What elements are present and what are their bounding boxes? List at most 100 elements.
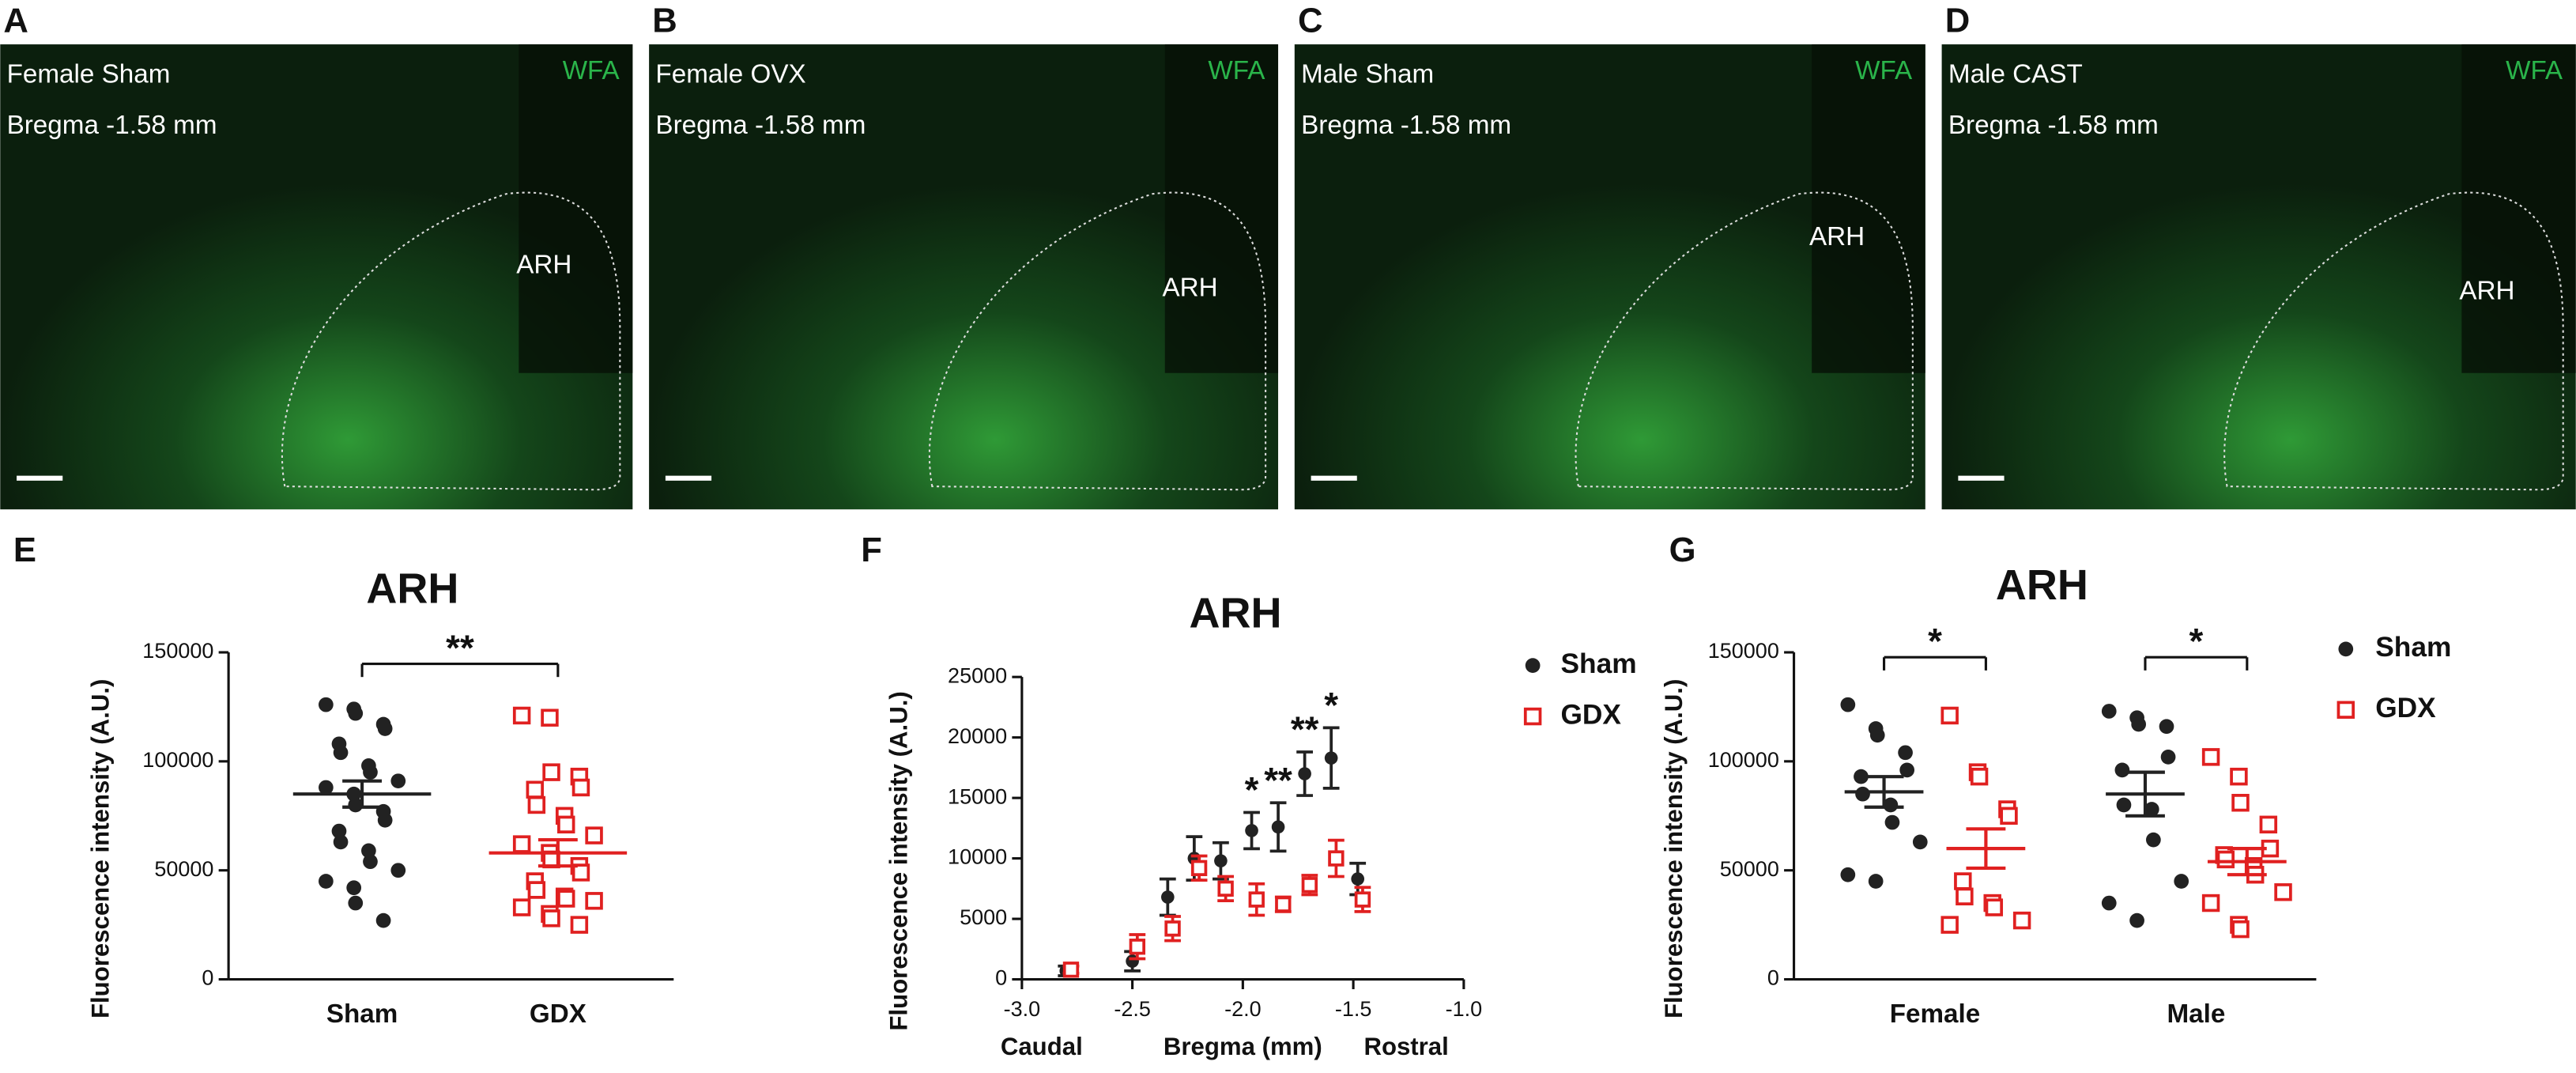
- region-outline: [928, 191, 1267, 491]
- data-point: [1899, 762, 1915, 778]
- data-point: [2231, 794, 2250, 812]
- legend-text: Sham: [2375, 632, 2451, 663]
- stain-label: WFA: [563, 56, 620, 85]
- data-point: [571, 863, 590, 882]
- ventricle: [519, 44, 633, 373]
- data-point: [1525, 658, 1541, 673]
- panel-letter: B: [652, 2, 677, 40]
- data-point: [1970, 767, 1989, 786]
- y-tick-label: 100000: [1708, 748, 1779, 772]
- data-point: [1954, 872, 1972, 890]
- data-point: [1940, 916, 1959, 934]
- data-point: [2101, 704, 2117, 719]
- data-point: [390, 863, 406, 878]
- data-point: [1298, 767, 1311, 780]
- y-tick-label: 20000: [948, 724, 1007, 748]
- chart-title: ARH: [366, 565, 458, 612]
- bregma-label: Bregma -1.58 mm: [1301, 111, 1511, 140]
- data-point: [1840, 697, 1856, 712]
- data-point: [1840, 867, 1856, 882]
- data-point: [375, 912, 391, 928]
- data-point: [2144, 802, 2159, 817]
- chart-title: ARH: [1189, 590, 1281, 637]
- y-tick-label: 50000: [154, 857, 213, 881]
- panel-title: Male CAST: [1948, 59, 2083, 89]
- data-point: [2131, 716, 2147, 732]
- panel-letter: F: [861, 531, 882, 569]
- x-axis-label: Bregma (mm): [1164, 1033, 1322, 1060]
- y-tick-label: 150000: [1708, 639, 1779, 663]
- data-point: [2259, 815, 2278, 834]
- data-point: [2116, 797, 2132, 813]
- data-point: [363, 765, 378, 780]
- y-tick-label: 0: [202, 966, 213, 990]
- data-point: [1190, 860, 1208, 877]
- data-point: [2146, 832, 2161, 848]
- data-point: [526, 780, 544, 799]
- x-tick-label: -1.0: [1446, 997, 1483, 1021]
- data-point: [585, 892, 603, 910]
- data-point: [319, 780, 334, 795]
- data-point: [333, 834, 349, 850]
- stain-label: WFA: [1208, 56, 1265, 85]
- x-tick-label: -2.5: [1114, 997, 1151, 1021]
- significance: **: [1264, 760, 1292, 800]
- data-point: [2201, 748, 2220, 766]
- data-point: [512, 835, 531, 853]
- y-tick-label: 0: [1767, 966, 1779, 990]
- data-point: [1868, 874, 1884, 889]
- data-point: [377, 721, 393, 736]
- data-point: [2216, 850, 2235, 869]
- data-point: [1855, 786, 1870, 802]
- data-point: [333, 745, 349, 761]
- data-point: [1354, 891, 1371, 908]
- y-tick-label: 25000: [948, 663, 1007, 687]
- data-point: [319, 874, 334, 889]
- data-point: [2012, 911, 2031, 930]
- data-point: [1129, 939, 1146, 955]
- data-point: [1164, 920, 1181, 937]
- data-point: [1301, 877, 1318, 894]
- x-axis-end-label: Caudal: [1001, 1033, 1083, 1060]
- panel-letter: G: [1669, 531, 1696, 569]
- data-point: [2274, 883, 2292, 901]
- data-point: [1062, 962, 1080, 978]
- data-point: [1523, 707, 1542, 726]
- y-axis-label: Fluorescence intensity (A.U.): [86, 679, 114, 1018]
- x-tick-label: Sham: [326, 999, 398, 1029]
- significance: *: [1245, 770, 1259, 810]
- data-point: [346, 880, 362, 896]
- data-point: [1275, 896, 1292, 912]
- x-tick-label: -2.0: [1224, 997, 1262, 1021]
- panel-title: Female OVX: [655, 59, 805, 89]
- panel-title: Female Sham: [7, 59, 171, 89]
- data-point: [1898, 745, 1913, 761]
- legend-text: Sham: [1560, 648, 1636, 679]
- data-point: [348, 705, 364, 721]
- data-point: [570, 916, 589, 934]
- data-point: [542, 763, 560, 781]
- y-tick-label: 5000: [960, 905, 1007, 929]
- significance: **: [446, 628, 474, 668]
- data-point: [1869, 727, 1885, 743]
- data-point: [1271, 820, 1285, 834]
- significance: *: [1928, 622, 1942, 662]
- data-point: [512, 898, 531, 916]
- region-label: ARH: [2459, 277, 2514, 306]
- legend-text: GDX: [1560, 699, 1621, 730]
- data-point: [557, 815, 575, 834]
- data-point: [1217, 880, 1234, 897]
- data-point: [2338, 641, 2354, 657]
- region-label: ARH: [516, 250, 571, 279]
- y-axis-label: Fluorescence intensity (A.U.): [1660, 679, 1688, 1018]
- data-point: [2174, 874, 2189, 889]
- y-tick-label: 100000: [142, 748, 213, 772]
- data-point: [541, 708, 559, 727]
- ventricle: [2461, 44, 2576, 373]
- y-tick-label: 50000: [1720, 857, 1779, 881]
- legend-text: GDX: [2375, 693, 2436, 724]
- chart-title: ARH: [1996, 561, 2088, 609]
- data-point: [1328, 850, 1345, 867]
